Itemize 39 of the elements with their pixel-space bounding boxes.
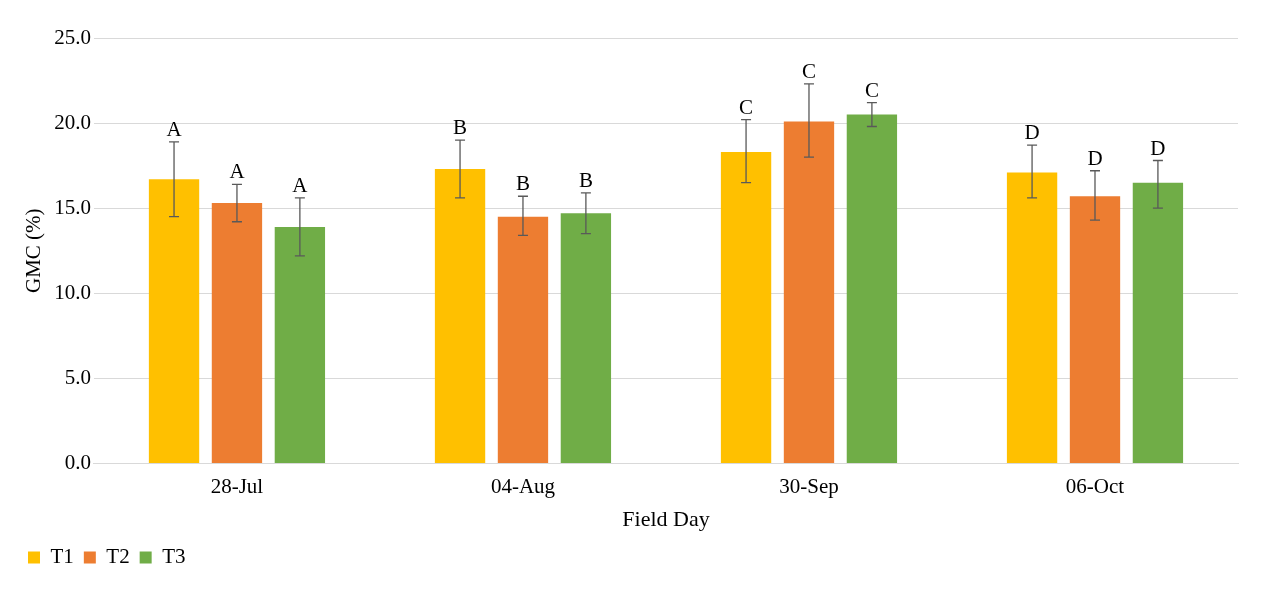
- y-tick-label: 10.0: [54, 279, 91, 304]
- y-axis-title: GMC (%): [21, 208, 46, 293]
- bar: [434, 169, 486, 463]
- bar: [1006, 172, 1058, 463]
- x-tick-label: 06-Oct: [1065, 473, 1125, 498]
- bar: [783, 121, 835, 463]
- x-tick-label: 30-Sep: [779, 473, 839, 498]
- bar: [560, 213, 612, 463]
- data-label: C: [864, 77, 879, 102]
- data-label: D: [1024, 120, 1040, 145]
- bar: [1132, 182, 1184, 463]
- x-tick-label: 04-Aug: [490, 473, 556, 498]
- bar: [720, 152, 772, 463]
- data-label: B: [515, 171, 530, 196]
- data-label: D: [1150, 135, 1166, 160]
- legend-label: T1: [50, 544, 74, 569]
- y-tick-label: 20.0: [54, 109, 91, 134]
- data-label: D: [1087, 145, 1103, 170]
- y-tick-label: 5.0: [64, 364, 91, 389]
- y-tick-label: 25.0: [54, 24, 91, 49]
- bar: [497, 216, 549, 463]
- x-axis-title: Field Day: [622, 505, 710, 531]
- legend-label: T2: [106, 544, 130, 569]
- bar: [1069, 196, 1121, 463]
- data-label: A: [292, 172, 309, 197]
- data-label: B: [578, 167, 593, 192]
- bar: [274, 226, 326, 463]
- bar: [846, 114, 898, 463]
- x-tick-label: 28-Jul: [210, 473, 264, 498]
- legend-label: T3: [162, 544, 186, 569]
- data-label: A: [166, 116, 183, 141]
- data-label: A: [229, 159, 246, 184]
- y-tick-label: 0.0: [64, 449, 91, 474]
- data-label: B: [453, 115, 468, 140]
- data-label: C: [801, 58, 816, 83]
- data-label: C: [739, 94, 754, 119]
- bar: [148, 179, 200, 463]
- y-tick-label: 15.0: [54, 194, 91, 219]
- bar: [211, 203, 263, 463]
